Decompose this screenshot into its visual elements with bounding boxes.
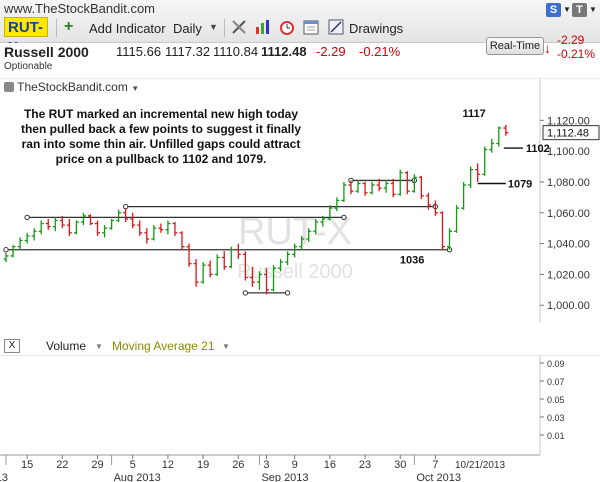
- x-tick-label: 5: [130, 459, 136, 471]
- alarm-clock-icon[interactable]: [279, 19, 295, 40]
- x-tick-label: 15: [21, 459, 33, 471]
- x-tick-label: 30: [394, 459, 406, 471]
- month-label: Sep 2013: [261, 472, 308, 482]
- y-tick-label: 1,080.00: [547, 177, 590, 189]
- last-price-label: 1,112.48: [547, 128, 589, 140]
- x-tick-label: 23: [359, 459, 371, 471]
- instrument-name: Russell 2000: [4, 44, 89, 60]
- last-price-box: [542, 125, 600, 141]
- low-value: 1110.84: [213, 44, 259, 59]
- y-tick-label: 1,120.00: [547, 115, 590, 127]
- close-panel-button[interactable]: X: [4, 339, 20, 353]
- level-label: 1036: [400, 255, 424, 267]
- gap-line-endpoint: [284, 290, 291, 296]
- chevron-down-icon[interactable]: ▼: [563, 5, 571, 14]
- plus-icon[interactable]: +: [64, 18, 74, 35]
- volume-tick-label: 0.05: [547, 395, 565, 405]
- gap-line-endpoint: [24, 214, 30, 221]
- side-change-pct: -0.21%: [557, 47, 596, 61]
- drawings-icon[interactable]: [328, 19, 344, 40]
- calendar-icon[interactable]: [303, 19, 319, 40]
- down-arrow-icon: ↓: [544, 40, 551, 56]
- x-tick-label: 3: [263, 459, 269, 471]
- volume-label: Volume: [46, 339, 87, 353]
- bandit-logo-icon: [4, 82, 14, 92]
- month-label: Oct 2013: [416, 472, 461, 482]
- browser-url[interactable]: www.TheStockBandit.com: [4, 1, 156, 16]
- month-label: 2013: [0, 472, 8, 482]
- last-value: 1112.48: [261, 44, 307, 59]
- gap-line-endpoint: [122, 203, 129, 210]
- badge-t[interactable]: T: [572, 3, 587, 17]
- period-select[interactable]: Daily: [173, 21, 202, 36]
- price-chart[interactable]: RUT-X Russell 2000 1,000.00 1,020.00 1,040…: [0, 77, 600, 327]
- x-tick-label: 16: [324, 459, 336, 471]
- source-label: TheStockBandit.com ▼: [4, 80, 139, 94]
- gap-line-endpoint: [341, 214, 347, 221]
- chevron-down-icon[interactable]: ▼: [589, 5, 597, 14]
- chevron-down-icon[interactable]: ▼: [222, 342, 230, 351]
- volume-tick-label: 0.09: [547, 359, 565, 369]
- volume-tick-label: 0.03: [547, 413, 565, 423]
- high-value: 1117.32: [165, 44, 211, 59]
- date-stamp: 10/21/2013: [455, 460, 505, 471]
- moving-average-label: Moving Average 21: [112, 339, 215, 353]
- month-label: Aug 2013: [114, 472, 161, 482]
- y-tick-label: 1,020.00: [547, 269, 590, 281]
- level-label: 1117: [462, 108, 485, 120]
- price-chart-svg: RUT-X Russell 2000 1,000.001,020.001,040…: [0, 77, 600, 322]
- side-change: -2.29: [557, 33, 585, 47]
- x-tick-label: 19: [197, 459, 209, 471]
- drawings-button[interactable]: Drawings: [349, 21, 404, 36]
- volume-tick-label: 0.01: [547, 431, 565, 441]
- chevron-down-icon[interactable]: ▼: [95, 342, 103, 351]
- tools-icon[interactable]: [231, 19, 247, 40]
- x-tick-label: 29: [91, 459, 103, 471]
- y-tick-label: 1,100.00: [547, 146, 590, 158]
- separator: [56, 19, 57, 37]
- y-tick-label: 1,000.00: [547, 300, 590, 312]
- separator: [224, 19, 225, 37]
- symbol-input[interactable]: RUT-X: [4, 17, 48, 56]
- chevron-down-icon[interactable]: ▼: [131, 84, 140, 93]
- bar-chart-icon[interactable]: [255, 19, 271, 40]
- x-tick-label: 7: [432, 459, 438, 471]
- add-indicator-button[interactable]: Add Indicator: [89, 21, 166, 36]
- x-tick-label: 22: [56, 459, 68, 471]
- badge-s[interactable]: S: [546, 3, 561, 17]
- level-label: 1102: [526, 143, 550, 155]
- volume-panel: 10/21/2013 0.09 0.07 0.05 0.03 0.01 15 22 29 5 12…: [0, 355, 600, 482]
- y-tick-label: 1,060.00: [547, 208, 590, 220]
- change-value: -2.29: [316, 44, 346, 59]
- source-text: TheStockBandit.com: [17, 80, 128, 94]
- quote-bar: Russell 2000 1115.66 1117.32 1110.84 111…: [0, 33, 600, 73]
- chart-annotation: The RUT marked an incremental new high t…: [20, 107, 302, 166]
- x-tick-label: 26: [232, 459, 244, 471]
- realtime-button[interactable]: Real-Time: [486, 37, 544, 55]
- toolbar: www.TheStockBandit.com RUT-X + Add Indic…: [0, 0, 600, 56]
- x-tick-label: 12: [162, 459, 174, 471]
- chevron-down-icon[interactable]: ▼: [209, 22, 218, 32]
- gap-line-endpoint: [242, 290, 249, 296]
- x-tick-label: 9: [292, 459, 298, 471]
- change-pct-value: -0.21%: [359, 44, 401, 59]
- volume-tick-label: 0.07: [547, 377, 565, 387]
- volume-panel-header: X Volume ▼ Moving Average 21 ▼: [0, 337, 600, 355]
- gap-line-endpoint: [3, 247, 9, 253]
- y-tick-label: 1,040.00: [547, 239, 590, 251]
- level-label: 1079: [508, 178, 532, 190]
- watermark-name: Russell 2000: [237, 261, 353, 283]
- optionable-label: Optionable: [4, 61, 53, 72]
- open-value: 1115.66: [116, 44, 162, 59]
